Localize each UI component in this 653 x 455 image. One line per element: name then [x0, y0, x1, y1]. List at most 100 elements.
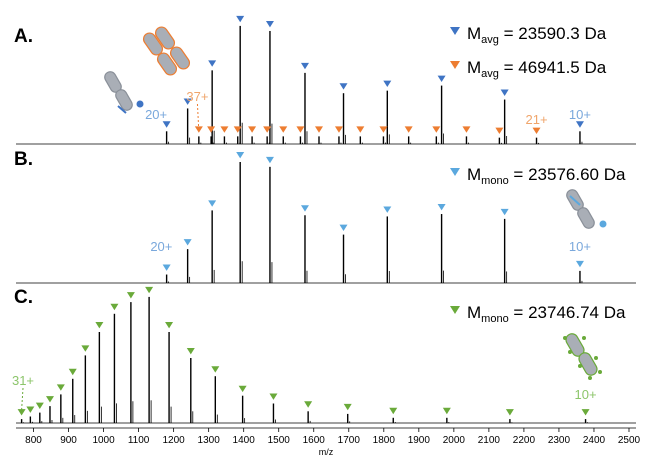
charge-state-marker — [300, 205, 309, 212]
charge-state-marker — [437, 75, 446, 82]
protein-domain-shape — [156, 52, 178, 76]
label-leader-line — [21, 387, 24, 411]
charge-state-marker — [95, 322, 104, 329]
x-tick-label: 1700 — [338, 435, 361, 446]
legend-entry: Mavg = 46941.5 Da — [467, 58, 607, 80]
panel-label: B. — [14, 149, 33, 170]
spectrum-panel-3: C. 31+ 10+ Mmono = 23746.74 Da — [12, 286, 636, 424]
charge-state-marker — [314, 126, 323, 133]
charge-state-marker — [462, 126, 471, 133]
modification-dot — [568, 350, 572, 354]
panel-label: A. — [14, 26, 33, 47]
charge-state-marker — [248, 126, 257, 133]
charge-state-marker — [404, 126, 413, 133]
x-tick-label: 1500 — [268, 435, 291, 446]
charge-state-marker — [81, 345, 90, 352]
charge-state-marker — [505, 409, 514, 416]
protein-domain-shape — [578, 352, 598, 376]
protein-domain-shape — [577, 207, 595, 229]
charge-state-marker — [208, 200, 217, 207]
charge-state-label: 31+ — [12, 373, 34, 388]
charge-state-marker — [343, 403, 352, 411]
x-tick-label: 1900 — [408, 435, 431, 446]
protein-domain-shape — [154, 26, 176, 50]
legend-marker — [450, 306, 460, 314]
legend-entry: Mmono = 23746.74 Da — [467, 303, 626, 325]
modification-dot — [582, 336, 586, 340]
charge-state-marker — [68, 368, 77, 376]
charge-state-marker — [110, 303, 119, 311]
legend-marker — [450, 61, 460, 69]
x-tick-label: 2500 — [618, 435, 641, 446]
x-tick-label: 2400 — [583, 435, 606, 446]
legend-marker — [450, 27, 460, 35]
x-tick-label: 2300 — [548, 435, 571, 446]
charge-state-marker — [220, 126, 229, 133]
legend-entry: Mavg = 23590.3 Da — [467, 24, 607, 46]
legend-marker — [450, 168, 460, 176]
charge-state-marker — [186, 348, 195, 355]
charge-state-marker — [207, 126, 216, 133]
charge-state-label: 10+ — [569, 107, 591, 122]
monomer-cartoon-c — [563, 333, 602, 380]
charge-state-marker — [383, 206, 392, 213]
charge-state-marker — [437, 204, 446, 211]
charge-state-marker — [575, 260, 584, 268]
charge-state-marker — [296, 126, 305, 133]
modification-dot — [563, 336, 567, 340]
charge-state-label: 37+ — [186, 89, 208, 104]
charge-state-marker — [236, 15, 245, 23]
charge-state-marker — [500, 89, 509, 96]
protein-domain-shape — [169, 46, 191, 70]
charge-state-marker — [389, 407, 398, 415]
charge-state-marker — [236, 152, 245, 159]
charge-state-marker — [334, 126, 343, 133]
tag-dot — [599, 220, 607, 228]
charge-state-label: 21+ — [525, 112, 547, 127]
charge-state-marker — [17, 409, 26, 416]
tag-dot — [136, 100, 144, 108]
charge-state-label: 10+ — [569, 239, 591, 254]
charge-state-marker — [442, 407, 451, 415]
legend-entry: Mmono = 23576.60 Da — [467, 165, 626, 187]
x-tick-label: 2100 — [478, 435, 501, 446]
charge-state-marker — [269, 393, 278, 400]
charge-state-marker — [35, 402, 44, 409]
charge-state-marker — [532, 127, 541, 135]
charge-state-marker — [500, 208, 509, 216]
x-tick-label: 1600 — [303, 435, 326, 446]
charge-state-marker — [265, 156, 274, 164]
charge-state-marker — [145, 286, 154, 294]
panel-label: C. — [14, 287, 33, 308]
linker-shape — [569, 195, 581, 206]
charge-state-marker — [432, 126, 441, 133]
charge-state-marker — [356, 126, 365, 133]
protein-cartoons — [104, 26, 607, 380]
x-tick-label: 1300 — [198, 435, 221, 446]
charge-state-marker — [304, 401, 313, 408]
charge-state-marker — [263, 126, 272, 133]
x-tick-label: 1000 — [92, 435, 115, 446]
modification-dot — [578, 364, 582, 368]
modification-dot — [598, 370, 602, 374]
protein-domain-shape — [115, 89, 133, 111]
linker-shape — [117, 105, 127, 114]
x-axis-label: m/z — [319, 447, 334, 455]
charge-state-marker — [379, 126, 388, 133]
charge-state-marker — [300, 62, 309, 70]
charge-state-marker — [126, 292, 135, 299]
charge-state-label: 20+ — [145, 107, 167, 122]
charge-state-marker — [183, 239, 192, 246]
charge-state-marker — [238, 385, 247, 393]
charge-state-label: 10+ — [575, 387, 597, 402]
modification-dot — [594, 356, 598, 360]
charge-state-marker — [339, 83, 348, 90]
x-axis: 800 900 1000 1100 1200 1300 1400 1500 1600 1700 18… — [16, 427, 641, 455]
charge-state-label: 20+ — [150, 239, 172, 254]
charge-state-marker — [26, 406, 35, 413]
x-tick-label: 1400 — [233, 435, 256, 446]
charge-state-marker — [162, 121, 171, 128]
charge-state-marker — [279, 126, 288, 133]
modification-dot — [588, 376, 592, 380]
